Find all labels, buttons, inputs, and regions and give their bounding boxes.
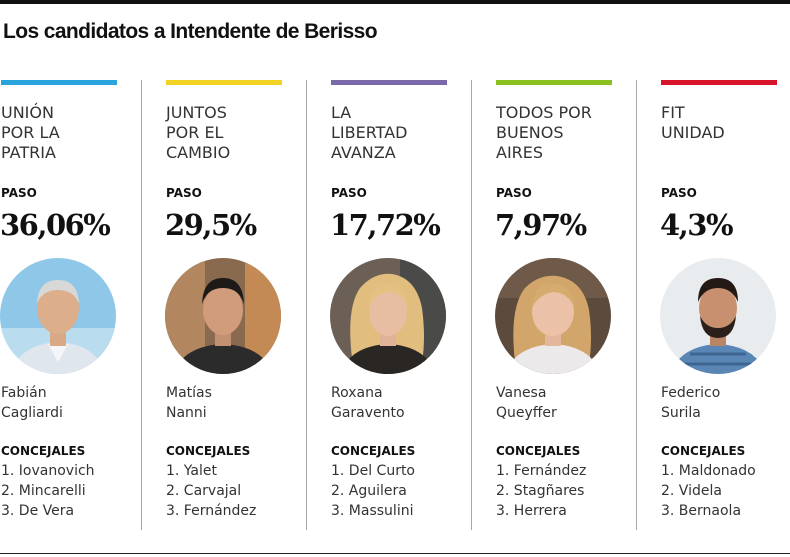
party-name: UNIÓN POR LA PATRIA: [1, 103, 60, 162]
party-name: JUNTOS POR EL CAMBIO: [166, 103, 231, 162]
paso-label: PASO: [331, 186, 367, 200]
concejal-item: 2. Carvajal: [166, 483, 242, 499]
concejal-item: 1. Del Curto: [331, 463, 415, 479]
candidate-photo: [165, 258, 281, 374]
candidate-name: Roxana Garavento: [331, 385, 405, 421]
candidate-photo: [660, 258, 776, 374]
candidate-name: Vanesa Queyffer: [496, 385, 557, 421]
concejal-item: 3. Herrera: [496, 503, 567, 519]
paso-label: PASO: [661, 186, 697, 200]
concejal-item: 1. Yalet: [166, 463, 218, 479]
concejal-item: 3. Bernaola: [661, 503, 742, 519]
candidate-name: Matías Nanni: [166, 385, 212, 421]
paso-label: PASO: [1, 186, 37, 200]
concejal-item: 2. Mincarelli: [1, 483, 86, 499]
concejales-label: CONCEJALES: [331, 444, 416, 458]
concejales-list: 1. Iovanovich 2. Mincarelli 3. De Vera: [1, 461, 95, 521]
paso-label: PASO: [496, 186, 532, 200]
bottom-rule: [0, 553, 790, 554]
column-divider: [471, 80, 472, 530]
concejal-item: 1. Iovanovich: [1, 463, 95, 479]
column-divider: [141, 80, 142, 530]
column-divider: [306, 80, 307, 530]
concejal-item: 3. Massulini: [331, 503, 414, 519]
paso-percentage: 17,72%: [330, 208, 441, 242]
concejal-item: 1. Maldonado: [661, 463, 756, 479]
column-divider: [636, 80, 637, 530]
party-color-bar: [496, 80, 612, 85]
party-name: TODOS POR BUENOS AIRES: [496, 103, 592, 162]
top-rule: [0, 0, 790, 4]
candidate-column: TODOS POR BUENOS AIRES PASO 7,97% Vanesa…: [495, 80, 655, 530]
candidate-photo: [495, 258, 611, 374]
concejal-item: 3. De Vera: [1, 503, 75, 519]
concejales-list: 1. Maldonado 2. Videla 3. Bernaola: [661, 461, 756, 521]
concejales-label: CONCEJALES: [661, 444, 746, 458]
candidate-photo: [0, 258, 116, 374]
party-color-bar: [166, 80, 282, 85]
paso-label: PASO: [166, 186, 202, 200]
concejal-item: 3. Fernández: [166, 503, 257, 519]
concejal-item: 2. Aguilera: [331, 483, 407, 499]
candidate-column: FIT UNIDAD PASO 4,3% Federico Surila CON…: [660, 80, 790, 530]
concejales-label: CONCEJALES: [1, 444, 86, 458]
concejales-list: 1. Del Curto 2. Aguilera 3. Massulini: [331, 461, 415, 521]
concejal-item: 2. Stagñares: [496, 483, 585, 499]
party-color-bar: [1, 80, 117, 85]
candidate-column: UNIÓN POR LA PATRIA PASO 36,06% Fabián C…: [0, 80, 160, 530]
candidate-column: JUNTOS POR EL CAMBIO PASO 29,5% Matías N…: [165, 80, 325, 530]
concejal-item: 1. Fernández: [496, 463, 587, 479]
party-name: LA LIBERTAD AVANZA: [331, 103, 408, 162]
page-title: Los candidatos a Intendente de Berisso: [3, 20, 378, 43]
concejales-list: 1. Fernández 2. Stagñares 3. Herrera: [496, 461, 586, 521]
party-color-bar: [331, 80, 447, 85]
candidate-name: Fabián Cagliardi: [1, 385, 63, 421]
paso-percentage: 29,5%: [165, 208, 257, 242]
concejales-list: 1. Yalet 2. Carvajal 3. Fernández: [166, 461, 256, 521]
candidate-column: LA LIBERTAD AVANZA PASO 17,72% Roxana Ga…: [330, 80, 490, 530]
paso-percentage: 36,06%: [0, 208, 111, 242]
concejales-label: CONCEJALES: [496, 444, 581, 458]
candidates-grid: UNIÓN POR LA PATRIA PASO 36,06% Fabián C…: [0, 80, 790, 530]
party-color-bar: [661, 80, 777, 85]
concejales-label: CONCEJALES: [166, 444, 251, 458]
paso-percentage: 4,3%: [660, 208, 734, 242]
concejal-item: 2. Videla: [661, 483, 722, 499]
candidate-name: Federico Surila: [661, 385, 721, 421]
paso-percentage: 7,97%: [495, 208, 587, 242]
party-name: FIT UNIDAD: [661, 103, 725, 142]
candidate-photo: [330, 258, 446, 374]
